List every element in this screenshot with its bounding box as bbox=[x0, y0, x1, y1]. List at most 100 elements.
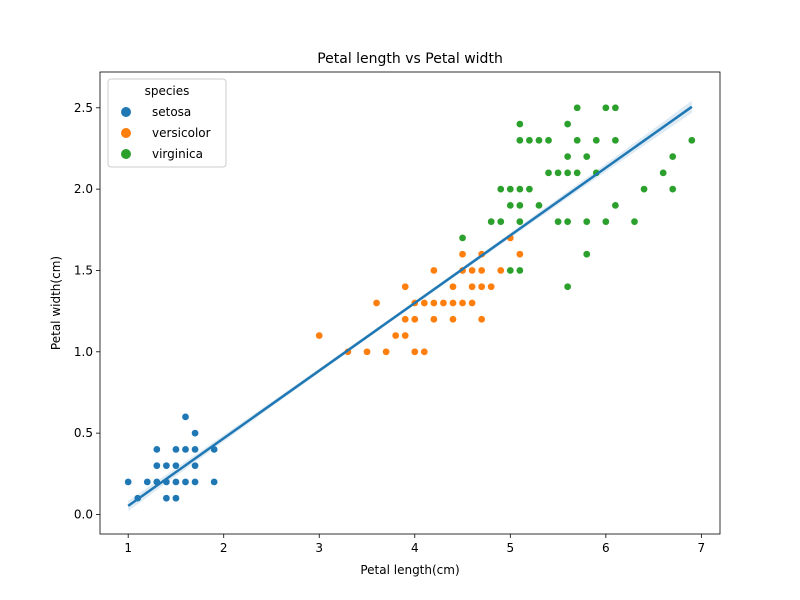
legend-title: species bbox=[145, 84, 190, 98]
chart-title: Petal length vs Petal width bbox=[317, 51, 503, 67]
y-axis: 0.0 0.5 1.0 1.5 2.0 2.5 bbox=[74, 101, 100, 521]
data-point bbox=[468, 299, 476, 307]
data-point bbox=[430, 266, 438, 275]
legend-label-setosa: setosa bbox=[152, 105, 191, 119]
data-point bbox=[582, 250, 591, 259]
x-tick-label: 2 bbox=[220, 541, 228, 555]
data-point bbox=[152, 445, 161, 454]
data-point bbox=[516, 201, 524, 210]
data-point bbox=[659, 169, 668, 177]
legend-label-versicolor: versicolor bbox=[152, 126, 211, 140]
data-point bbox=[191, 445, 199, 454]
data-point bbox=[611, 103, 620, 112]
data-point bbox=[525, 185, 534, 193]
x-tick-label: 6 bbox=[602, 541, 610, 555]
legend: species setosa versicolor virginica bbox=[107, 78, 227, 168]
data-point bbox=[554, 217, 562, 226]
data-point bbox=[439, 299, 448, 307]
data-point bbox=[668, 152, 677, 161]
plot-area bbox=[124, 100, 696, 511]
data-point bbox=[410, 347, 419, 356]
data-point bbox=[563, 217, 572, 226]
data-point bbox=[516, 217, 524, 226]
data-point bbox=[563, 282, 572, 291]
data-point bbox=[601, 217, 610, 226]
regression-line bbox=[127, 105, 693, 507]
data-point bbox=[573, 169, 582, 177]
data-point bbox=[563, 152, 572, 161]
data-point bbox=[506, 266, 515, 275]
y-tick-label: 0.5 bbox=[74, 426, 93, 440]
data-point bbox=[611, 201, 620, 210]
y-tick-label: 0.0 bbox=[74, 507, 93, 521]
data-point bbox=[506, 185, 515, 193]
data-point bbox=[449, 299, 457, 307]
y-tick-label: 2.5 bbox=[74, 101, 93, 115]
data-point bbox=[449, 282, 457, 291]
data-point bbox=[172, 461, 180, 470]
data-point bbox=[391, 331, 400, 340]
data-point bbox=[401, 282, 410, 291]
data-point bbox=[487, 217, 496, 226]
data-point bbox=[315, 331, 324, 340]
data-point bbox=[420, 347, 429, 356]
data-point bbox=[152, 461, 161, 470]
data-point bbox=[582, 217, 591, 226]
data-point bbox=[363, 347, 371, 356]
data-point bbox=[477, 266, 486, 275]
data-point bbox=[143, 478, 152, 486]
data-point bbox=[162, 494, 171, 503]
data-point bbox=[401, 331, 410, 340]
data-point bbox=[430, 315, 438, 324]
series-versicolor bbox=[315, 217, 524, 356]
y-tick-label: 1.0 bbox=[74, 345, 93, 359]
data-point bbox=[181, 478, 190, 486]
data-point bbox=[516, 266, 524, 275]
data-point bbox=[191, 478, 199, 486]
data-point bbox=[516, 250, 524, 259]
x-axis-label: Petal length(cm) bbox=[360, 563, 459, 577]
data-point bbox=[487, 282, 496, 291]
data-point bbox=[172, 494, 180, 503]
x-tick-label: 1 bbox=[124, 541, 132, 555]
data-point bbox=[181, 413, 190, 421]
data-point bbox=[477, 282, 486, 291]
data-point bbox=[468, 282, 476, 291]
data-point bbox=[535, 201, 543, 210]
data-point bbox=[601, 103, 610, 112]
data-point bbox=[181, 445, 190, 454]
series-virginica bbox=[458, 103, 696, 291]
data-point bbox=[410, 315, 419, 324]
data-point bbox=[496, 266, 505, 275]
data-point bbox=[191, 461, 199, 470]
data-point bbox=[544, 136, 553, 145]
data-point bbox=[372, 299, 381, 307]
data-point bbox=[420, 299, 429, 307]
y-axis-label: Petal width(cm) bbox=[49, 256, 63, 350]
data-point bbox=[640, 185, 648, 193]
data-point bbox=[544, 169, 553, 177]
data-point bbox=[458, 234, 467, 242]
data-point bbox=[210, 478, 219, 486]
data-point bbox=[516, 120, 524, 128]
data-point bbox=[458, 299, 467, 307]
data-point bbox=[172, 478, 180, 486]
data-point bbox=[554, 169, 562, 177]
x-tick-label: 7 bbox=[698, 541, 706, 555]
legend-marker-virginica bbox=[121, 149, 131, 159]
data-point bbox=[477, 315, 486, 324]
data-point bbox=[449, 315, 457, 324]
data-point bbox=[611, 136, 620, 145]
series-setosa bbox=[124, 413, 219, 503]
data-point bbox=[496, 217, 505, 226]
data-point bbox=[516, 136, 524, 145]
data-point bbox=[468, 266, 476, 275]
data-point bbox=[382, 347, 390, 356]
data-point bbox=[563, 120, 572, 128]
data-point bbox=[496, 185, 505, 193]
x-tick-label: 3 bbox=[315, 541, 323, 555]
data-point bbox=[525, 136, 534, 145]
data-point bbox=[162, 461, 171, 470]
data-point bbox=[172, 445, 180, 454]
data-point bbox=[516, 185, 524, 193]
